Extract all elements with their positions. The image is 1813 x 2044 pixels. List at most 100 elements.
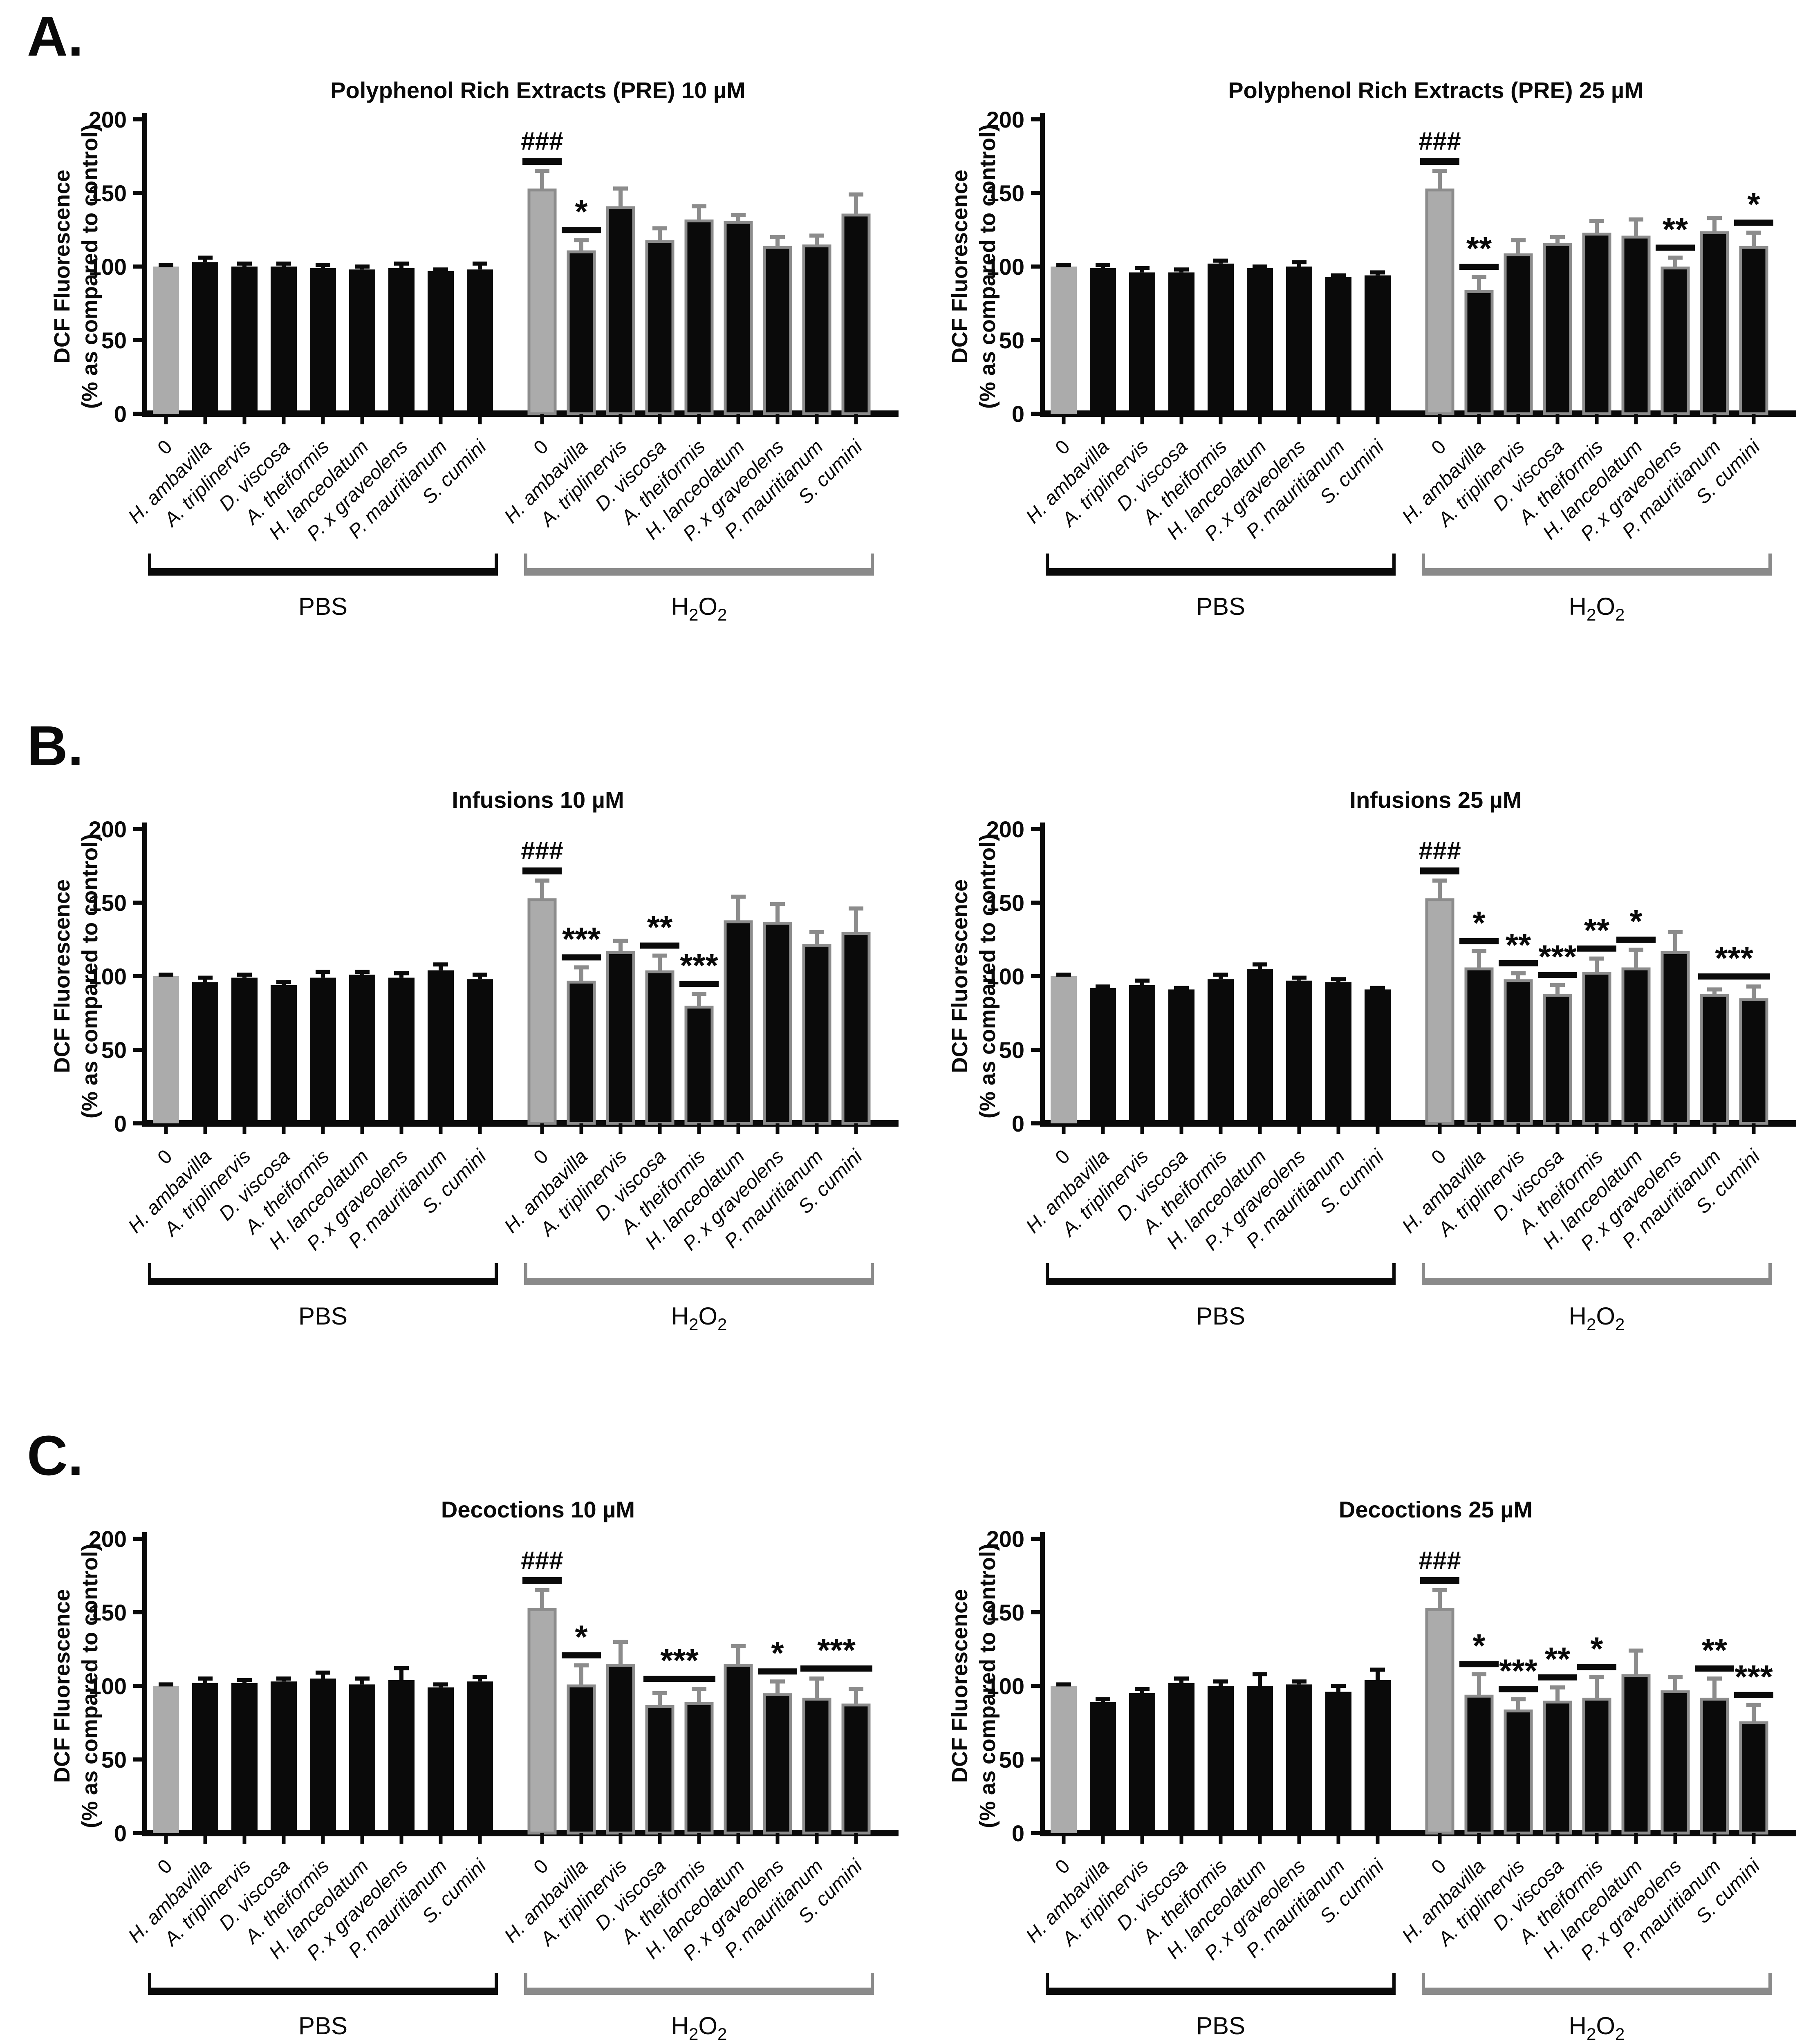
group-label: PBS [1196,1302,1245,1330]
group-label: H2O2 [1569,593,1625,624]
bar-chart: Polyphenol Rich Extracts (PRE) 25 µM DCF … [948,77,1796,624]
bar [1168,989,1194,1123]
y-tick-label: 150 [89,180,127,206]
bar [310,1679,336,1833]
significance-line [1734,220,1773,226]
bar [1129,272,1155,414]
group-label: PBS [1196,2012,1245,2040]
group-bracket-tick [1768,1263,1772,1278]
y-tick-label: 150 [986,180,1024,206]
control-bar [1425,188,1454,415]
y-tick-label: 100 [986,964,1024,989]
bar [1621,235,1651,415]
panel-c: C. Decoctions 10 µM DCF Fluorescence (% as… [0,1428,1813,2044]
y-tick-label: 100 [986,254,1024,280]
bar [1464,967,1494,1125]
bar [349,1684,375,1833]
significance-line [1734,1692,1773,1698]
bar [1365,1680,1391,1833]
y-tick-label: 150 [986,1600,1024,1625]
chart-pre-25um: Polyphenol Rich Extracts (PRE) 25 µM DCF … [946,70,1804,692]
x-tick-label: 0 [1427,436,1450,459]
bar [606,951,635,1125]
significance-line [1459,938,1499,944]
group-bracket-tick [524,554,527,568]
control-bar [1425,1608,1454,1835]
significance-symbol: ** [1466,230,1492,267]
bar [1700,994,1729,1125]
y-axis-label: DCF Fluorescence [948,879,972,1073]
y-tick-label: 100 [986,1673,1024,1699]
bar [428,1687,454,1833]
group-bracket-tick [1046,1263,1049,1278]
bar [724,920,753,1125]
x-tick-label: 0 [153,1855,176,1878]
group-bracket [524,568,874,576]
control-bar [527,188,557,415]
significance-symbol: * [1590,1630,1603,1667]
group-bracket-tick [871,1973,874,1988]
chart-infusions-10um: Infusions 10 µM DCF Fluorescence (% as com… [48,780,907,1401]
bar [310,977,336,1123]
significance-line [1616,937,1656,943]
bar [1090,268,1116,414]
significance-line [522,867,562,874]
control-bar [153,267,179,414]
bar [841,1703,871,1835]
group-label: H2O2 [1569,1302,1625,1334]
significance-symbol: *** [1499,1652,1537,1689]
significance-line [1577,1664,1616,1670]
y-axis-label: (% as compared to control) [78,124,102,409]
bar [1661,1690,1690,1835]
bar [349,269,375,414]
group-label: PBS [298,1302,347,1330]
group-label: H2O2 [671,1302,727,1334]
y-tick-label: 100 [89,964,127,989]
y-tick-label: 150 [89,1600,127,1625]
group-bracket [524,1278,874,1285]
bar [1700,231,1729,415]
group-bracket [148,1278,498,1285]
bar-chart: Infusions 10 µM DCF Fluorescence (% as com… [50,787,899,1334]
group-bracket-tick [1422,1973,1425,1988]
y-tick-label: 50 [101,1037,127,1063]
y-tick-label: 50 [999,327,1024,353]
significance-line [640,942,679,949]
chart-title: Infusions 10 µM [452,787,624,813]
bar [1504,1709,1533,1835]
significance-line [1459,264,1499,270]
significance-symbol: * [1472,1627,1486,1664]
bar [802,944,831,1125]
y-tick-label: 0 [114,401,127,427]
bar [467,979,493,1123]
bar [1582,233,1611,415]
significance-line [562,954,601,961]
y-tick-label: 50 [999,1037,1024,1063]
y-tick-label: 200 [986,1526,1024,1552]
group-bracket-tick [1422,554,1425,568]
significance-symbol: * [1747,186,1760,222]
significance-line [1459,1661,1499,1667]
group-bracket [148,1988,498,1995]
significance-symbol: ### [521,1546,563,1575]
bar [1621,1674,1651,1835]
bar [192,1683,218,1833]
bar [192,262,218,414]
group-bracket-tick [1768,1973,1772,1988]
significance-symbol: * [575,1619,588,1655]
group-bracket [1046,1988,1396,1995]
bar [1286,1684,1312,1833]
control-bar [1425,898,1454,1125]
significance-line [800,1665,872,1672]
x-tick-label: 0 [1427,1855,1450,1878]
group-bracket-tick [1392,1263,1396,1278]
chart-pre-10um: Polyphenol Rich Extracts (PRE) 10 µM DCF … [48,70,907,692]
group-bracket [1422,1988,1772,1995]
bar [724,1664,753,1835]
significance-line [758,1668,797,1675]
bar [724,221,753,415]
y-tick-label: 200 [986,816,1024,842]
group-label: PBS [1196,593,1245,620]
bar [1661,951,1690,1125]
